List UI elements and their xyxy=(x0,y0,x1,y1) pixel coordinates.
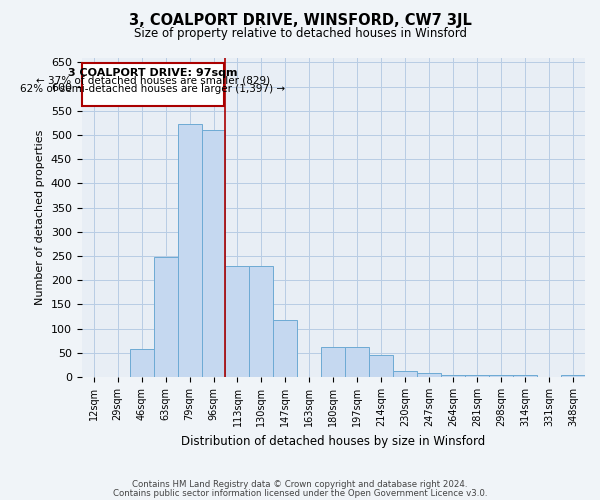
Bar xyxy=(346,346,369,377)
Text: Contains public sector information licensed under the Open Government Licence v3: Contains public sector information licen… xyxy=(113,488,487,498)
Bar xyxy=(465,374,489,377)
Text: 3 COALPORT DRIVE: 97sqm: 3 COALPORT DRIVE: 97sqm xyxy=(68,68,238,78)
Bar xyxy=(226,266,250,377)
Bar xyxy=(561,374,585,377)
Bar xyxy=(513,374,537,377)
Bar xyxy=(154,257,178,377)
X-axis label: Distribution of detached houses by size in Winsford: Distribution of detached houses by size … xyxy=(181,434,485,448)
Text: 62% of semi-detached houses are larger (1,397) →: 62% of semi-detached houses are larger (… xyxy=(20,84,286,94)
Bar xyxy=(250,266,274,377)
Bar xyxy=(393,371,417,377)
Bar xyxy=(178,124,202,377)
Bar xyxy=(274,320,298,377)
Text: Contains HM Land Registry data © Crown copyright and database right 2024.: Contains HM Land Registry data © Crown c… xyxy=(132,480,468,489)
Text: Size of property relative to detached houses in Winsford: Size of property relative to detached ho… xyxy=(133,28,467,40)
Bar xyxy=(441,374,465,377)
Bar xyxy=(322,346,346,377)
Bar xyxy=(202,130,226,377)
Bar xyxy=(417,373,441,377)
Text: ← 37% of detached houses are smaller (829): ← 37% of detached houses are smaller (82… xyxy=(36,76,270,86)
Bar xyxy=(489,374,513,377)
Text: 3, COALPORT DRIVE, WINSFORD, CW7 3JL: 3, COALPORT DRIVE, WINSFORD, CW7 3JL xyxy=(128,12,472,28)
Bar xyxy=(130,350,154,377)
FancyBboxPatch shape xyxy=(82,64,224,106)
Y-axis label: Number of detached properties: Number of detached properties xyxy=(35,130,45,305)
Bar xyxy=(369,356,393,377)
